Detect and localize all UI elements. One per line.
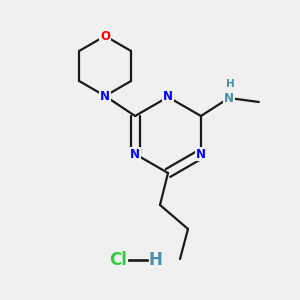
Text: N: N: [130, 148, 140, 160]
Text: N: N: [224, 92, 234, 104]
Text: O: O: [100, 29, 110, 43]
Text: N: N: [100, 89, 110, 103]
Text: Cl: Cl: [109, 251, 127, 269]
Text: N: N: [100, 89, 110, 103]
Text: H: H: [226, 79, 234, 89]
Text: N: N: [196, 148, 206, 160]
Text: H: H: [148, 251, 162, 269]
Text: N: N: [163, 91, 173, 103]
